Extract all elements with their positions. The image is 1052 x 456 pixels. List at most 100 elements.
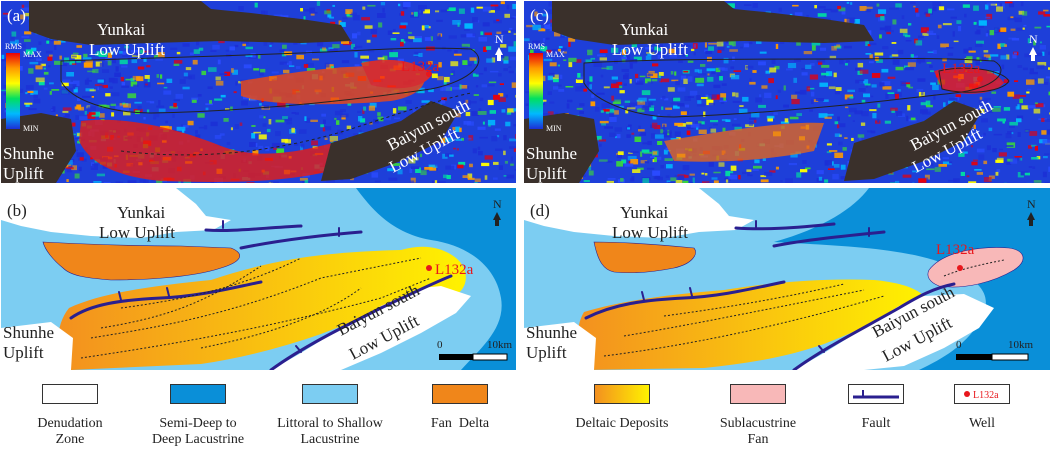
rms-noise-cell <box>505 94 508 98</box>
rms-noise-cell <box>955 94 961 98</box>
rms-noise-cell <box>869 109 877 112</box>
rms-noise-cell <box>357 110 362 114</box>
rms-noise-cell <box>548 9 553 15</box>
label-yunkai-2: Low Uplift <box>612 40 688 59</box>
fault-lines <box>584 220 956 370</box>
label-shunhe-2: Uplift <box>3 164 44 183</box>
rms-noise-cell <box>1041 118 1045 122</box>
rms-noise-cell <box>897 49 904 55</box>
rms-noise-cell <box>558 84 562 87</box>
rms-noise-cell <box>652 63 659 67</box>
yunkai-low-uplift-area <box>29 1 351 45</box>
rms-noise-cell <box>43 67 46 70</box>
rms-noise-cell <box>1010 16 1014 19</box>
rms-noise-cell <box>225 108 230 111</box>
rms-noise-cell <box>320 124 324 128</box>
rms-noise-cell <box>952 31 955 37</box>
rms-noise-cell <box>870 130 876 134</box>
rms-noise-cell <box>632 169 641 173</box>
baiyun-south-low-uplift-area <box>844 101 982 181</box>
rms-noise-cell <box>415 167 421 173</box>
rms-noise-cell <box>91 111 100 117</box>
rms-noise-cell <box>361 17 370 21</box>
rms-noise-cell <box>76 152 84 158</box>
rms-noise-cell <box>352 133 359 136</box>
rms-noise-cell <box>115 66 119 72</box>
rms-noise-cell <box>840 164 846 170</box>
rms-noise-cell <box>78 166 82 172</box>
rms-noise-cell <box>545 37 550 40</box>
rms-noise-cell <box>282 116 288 120</box>
rms-noise-cell <box>1024 53 1034 58</box>
label-yunkai-1: Yunkai <box>620 203 668 222</box>
rms-noise-cell <box>942 23 952 26</box>
legend-swatch-denudation <box>42 384 98 404</box>
rms-noise-cell <box>157 52 165 58</box>
rms-noise-cell <box>488 10 495 13</box>
rms-noise-cell <box>259 71 264 76</box>
rms-noise-cell <box>1003 79 1009 83</box>
rms-noise-cell <box>71 165 77 171</box>
rms-noise-cell <box>503 68 508 72</box>
rms-noise-cell <box>484 155 493 160</box>
rms-noise-cell <box>175 93 184 99</box>
rms-noise-cell <box>670 71 674 75</box>
flow-arrows <box>80 257 432 359</box>
rms-noise-cell <box>524 38 530 42</box>
rms-noise-cell <box>829 55 837 59</box>
rms-noise-cell <box>214 135 222 139</box>
rms-noise-cell <box>509 27 513 30</box>
rms-noise-cell <box>510 17 515 19</box>
rms-noise-cell <box>472 33 476 37</box>
rms-noise-cell <box>341 60 350 64</box>
rms-noise-cell <box>1022 27 1025 30</box>
rms-noise-cell <box>604 126 613 129</box>
rms-noise-cell <box>123 111 131 116</box>
rms-noise-cell <box>638 97 647 102</box>
rms-noise-cell <box>66 72 74 77</box>
rms-noise-cell <box>59 55 62 60</box>
rms-noise-cell <box>663 149 668 155</box>
rms-noise-cell <box>109 86 113 89</box>
rms-noise-cell <box>75 87 78 93</box>
rms-noise-cell <box>753 119 757 123</box>
rms-noise-cell <box>840 176 850 180</box>
rms-noise-cell <box>418 5 427 10</box>
rms-noise-cell <box>526 24 534 28</box>
rms-noise-cell <box>626 107 636 110</box>
rms-noise-cell <box>758 61 766 66</box>
rms-noise-cell <box>400 11 405 16</box>
rms-noise-cell <box>892 59 900 65</box>
rms-noise-cell <box>293 43 298 45</box>
rms-noise-cell <box>837 5 842 10</box>
rms-noise-cell <box>625 109 629 114</box>
rms-noise-cell <box>478 108 482 112</box>
label-yunkai-1: Yunkai <box>97 20 145 39</box>
rms-noise-cell <box>687 60 694 63</box>
rms-noise-cell <box>834 133 841 137</box>
rms-noise-cell <box>760 179 769 183</box>
rms-noise-cell <box>879 34 882 39</box>
rms-noise-cell <box>859 6 867 11</box>
rms-noise-cell <box>964 58 973 64</box>
rms-noise-cell <box>1003 107 1011 111</box>
rms-noise-cell <box>876 3 880 7</box>
rms-noise-cell <box>583 180 590 183</box>
rms-noise-cell <box>823 8 832 11</box>
rms-noise-cell <box>930 82 936 85</box>
rms-noise-cell <box>673 97 681 102</box>
rms-noise-cell <box>859 69 869 74</box>
rms-noise-cell <box>948 100 956 104</box>
rms-noise-cell <box>927 106 930 110</box>
rms-noise-cell <box>559 35 565 38</box>
rms-noise-cell <box>704 49 708 53</box>
rms-noise-cell <box>662 132 672 138</box>
rms-noise-cell <box>124 45 129 49</box>
rms-noise-cell <box>1043 156 1048 159</box>
rms-noise-cell <box>708 42 717 45</box>
rms-noise-cell <box>350 177 354 181</box>
rms-noise-cell <box>405 100 412 104</box>
rms-noise-cell <box>659 80 662 83</box>
rms-noise-cell <box>324 137 328 140</box>
rms-noise-cell <box>765 70 771 74</box>
